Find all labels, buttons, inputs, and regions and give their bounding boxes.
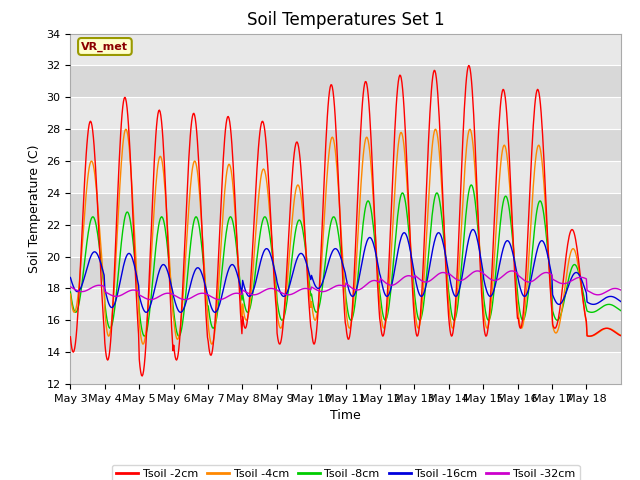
- Bar: [70, 65, 621, 97]
- Bar: [70, 225, 621, 257]
- Text: VR_met: VR_met: [81, 41, 129, 52]
- Legend: Tsoil -2cm, Tsoil -4cm, Tsoil -8cm, Tsoil -16cm, Tsoil -32cm: Tsoil -2cm, Tsoil -4cm, Tsoil -8cm, Tsoi…: [111, 465, 580, 480]
- Bar: [70, 352, 621, 384]
- Bar: [70, 97, 621, 129]
- Y-axis label: Soil Temperature (C): Soil Temperature (C): [28, 144, 41, 273]
- Title: Soil Temperatures Set 1: Soil Temperatures Set 1: [247, 11, 444, 29]
- X-axis label: Time: Time: [330, 409, 361, 422]
- Bar: [70, 193, 621, 225]
- Bar: [70, 320, 621, 352]
- Bar: [70, 129, 621, 161]
- Bar: [70, 288, 621, 320]
- Bar: [70, 257, 621, 288]
- Bar: [70, 161, 621, 193]
- Bar: [70, 34, 621, 65]
